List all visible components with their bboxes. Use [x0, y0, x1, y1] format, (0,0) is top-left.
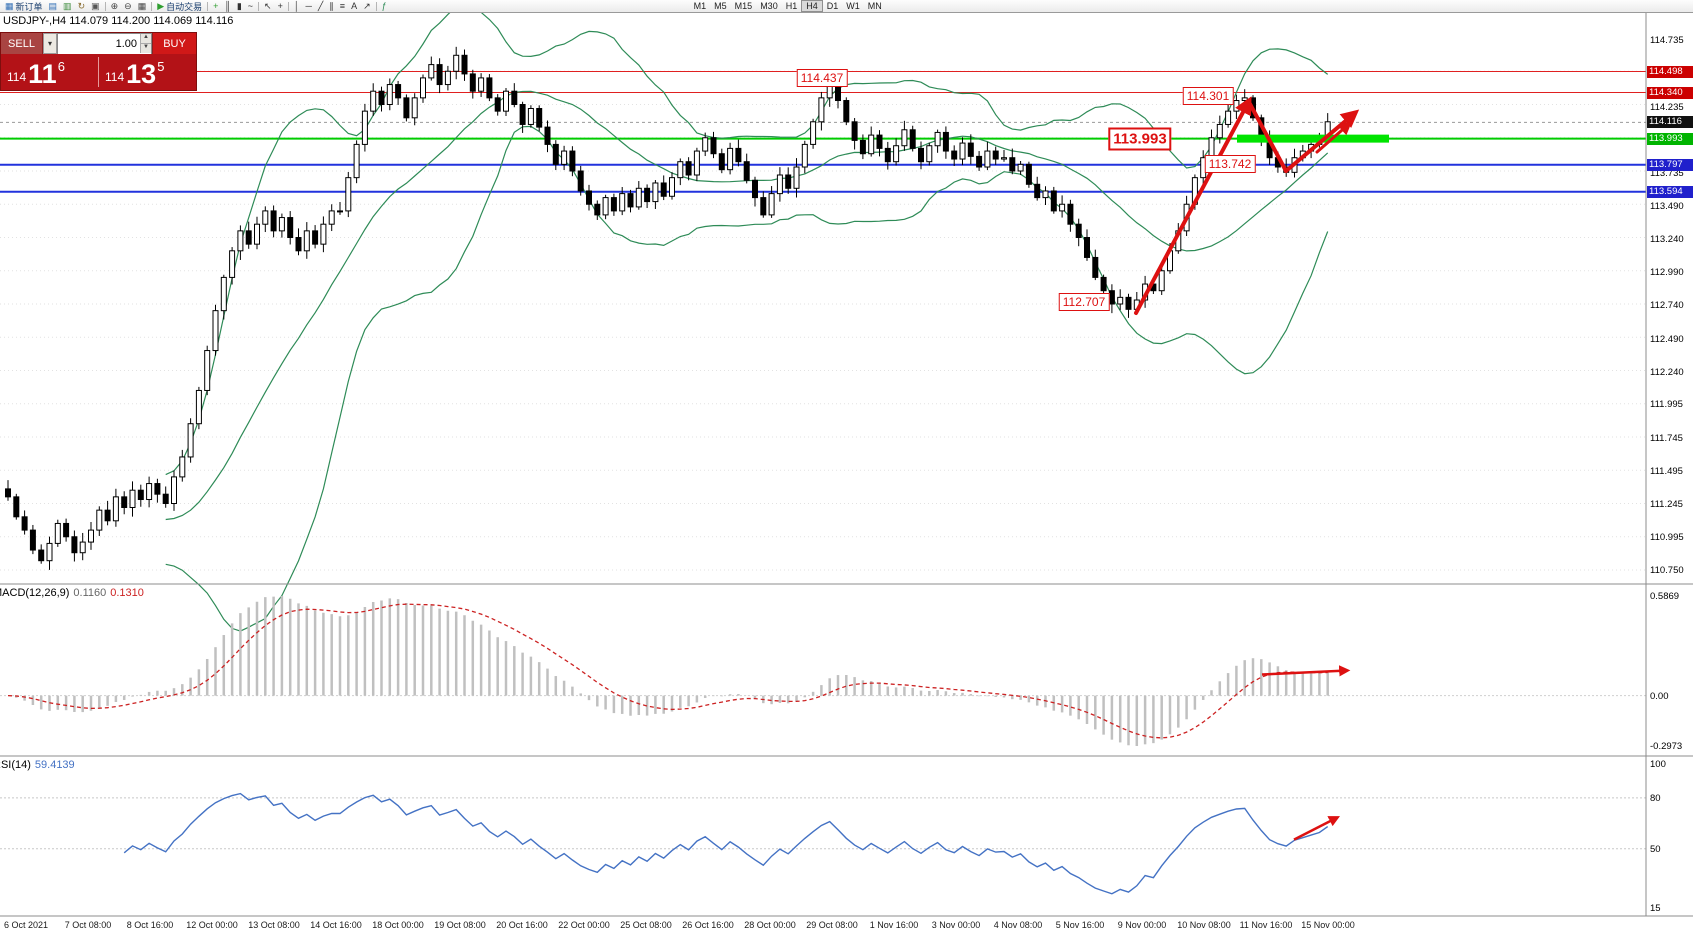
- top-toolbar: ▦ 新订单 ▤ ▥ ↻ ▣ ⊕ ⊖ ▦ ▶ 自动交易 + ║ ▮ ~ ↖ + │ ─ ╱ ∥ ≡ A ↗ ƒ M1 M5 M15 M30…: [0, 0, 1693, 13]
- second-up-arrow: [1315, 121, 1353, 154]
- cursor-icon: ↖: [264, 1, 272, 11]
- rsi-panel: [0, 792, 1646, 895]
- horizontal-line-icon: ─: [305, 1, 312, 11]
- timeframe-h4-button[interactable]: H4: [801, 0, 823, 12]
- tile-windows-button[interactable]: ▦: [135, 0, 150, 12]
- new-chart-icon: +: [213, 1, 219, 11]
- tile-windows-icon: ▦: [137, 1, 147, 11]
- vertical-line-icon: │: [293, 1, 300, 11]
- toolbar-separator: [151, 1, 153, 11]
- toolbar-separator: [258, 1, 260, 11]
- fibonacci-button[interactable]: ≡: [337, 0, 348, 12]
- macd-signal-line: [7, 603, 1328, 739]
- vertical-line-button[interactable]: │: [291, 0, 303, 12]
- pullback-segment: [1248, 102, 1288, 173]
- bar-chart-button[interactable]: ║: [221, 0, 233, 12]
- timeframe-m30-button[interactable]: M30: [760, 1, 778, 11]
- text-icon: A: [351, 1, 358, 11]
- timeframe-mn-button[interactable]: MN: [867, 1, 882, 11]
- horizontal-line-button[interactable]: ─: [302, 0, 314, 12]
- trend-arrows[interactable]: [1134, 96, 1360, 315]
- cursor-button[interactable]: ↖: [261, 0, 275, 12]
- toolbar-separator: [207, 1, 209, 11]
- trend-up-arrow: [1134, 96, 1252, 315]
- macd-arrow[interactable]: [1261, 665, 1351, 677]
- toolbar-separator: [287, 1, 289, 11]
- panel-dividers[interactable]: [0, 13, 1693, 917]
- print-icon[interactable]: ▣: [88, 0, 103, 12]
- refresh-icon[interactable]: ↻: [75, 0, 89, 12]
- bar-chart-icon: ║: [224, 1, 231, 11]
- macd-panel: [0, 596, 1646, 746]
- indicators-button[interactable]: ƒ: [379, 0, 390, 12]
- rsi-arrow[interactable]: [1293, 816, 1341, 841]
- toolbar-separator: [375, 1, 377, 11]
- timeframe-m15-button[interactable]: M15: [734, 1, 753, 11]
- chart-window-icon-icon: ▤: [48, 1, 58, 11]
- profiles-icon[interactable]: ▥: [60, 0, 75, 12]
- candles-layer: [5, 46, 1331, 570]
- timeframe-m5-button[interactable]: M5: [714, 1, 727, 11]
- refresh-icon-icon: ↻: [77, 1, 86, 11]
- candlestick-icon: ▮: [236, 1, 242, 11]
- trendline-icon: ╱: [317, 1, 324, 11]
- fibonacci-icon: ≡: [339, 1, 346, 11]
- new-order-button-label: 新订单: [15, 1, 43, 12]
- new-chart-button[interactable]: +: [210, 0, 221, 12]
- crosshair-button[interactable]: +: [275, 0, 286, 12]
- zoom-in-icon: ⊕: [110, 1, 119, 11]
- rsi-line: [123, 792, 1329, 895]
- new-order-button[interactable]: ▦ 新订单: [2, 0, 46, 12]
- zoom-out-icon: ⊖: [124, 1, 132, 11]
- hline-layer[interactable]: [0, 71, 1646, 193]
- candlestick-button[interactable]: ▮: [234, 0, 245, 12]
- auto-trading-button-label: 自动交易: [166, 1, 203, 12]
- line-chart-button[interactable]: ~: [245, 0, 256, 12]
- channel-button[interactable]: ∥: [326, 0, 337, 12]
- toolbar-separator: [104, 1, 106, 11]
- arrow-tool-icon: ↗: [363, 1, 371, 11]
- grid-layer: [0, 70, 1646, 571]
- line-chart-icon: ~: [247, 1, 254, 11]
- channel-icon: ∥: [329, 1, 334, 11]
- print-icon-icon: ▣: [91, 1, 100, 11]
- bollinger-bands[interactable]: [165, 5, 1329, 632]
- zoom-out-button[interactable]: ⊖: [121, 0, 135, 12]
- trendline-button[interactable]: ╱: [315, 0, 326, 12]
- timeframe-h1-button[interactable]: H1: [785, 1, 798, 11]
- arrow-tool-button[interactable]: ↗: [360, 0, 374, 12]
- auto-trading-icon: ▶: [157, 1, 165, 11]
- text-button[interactable]: A: [348, 0, 360, 12]
- timeframe-w1-button[interactable]: W1: [846, 1, 860, 11]
- profiles-icon-icon: ▥: [63, 1, 72, 11]
- indicators-icon: ƒ: [381, 1, 387, 11]
- zoom-in-button[interactable]: ⊕: [108, 0, 122, 12]
- timeframe-d1-button[interactable]: D1: [826, 1, 839, 11]
- chart-window-icon[interactable]: ▤: [46, 0, 61, 12]
- new-order-icon: ▦: [5, 1, 14, 11]
- crosshair-icon: +: [277, 1, 283, 11]
- timeframe-m1-button[interactable]: M1: [693, 1, 707, 11]
- auto-trading-button[interactable]: ▶ 自动交易: [154, 0, 205, 12]
